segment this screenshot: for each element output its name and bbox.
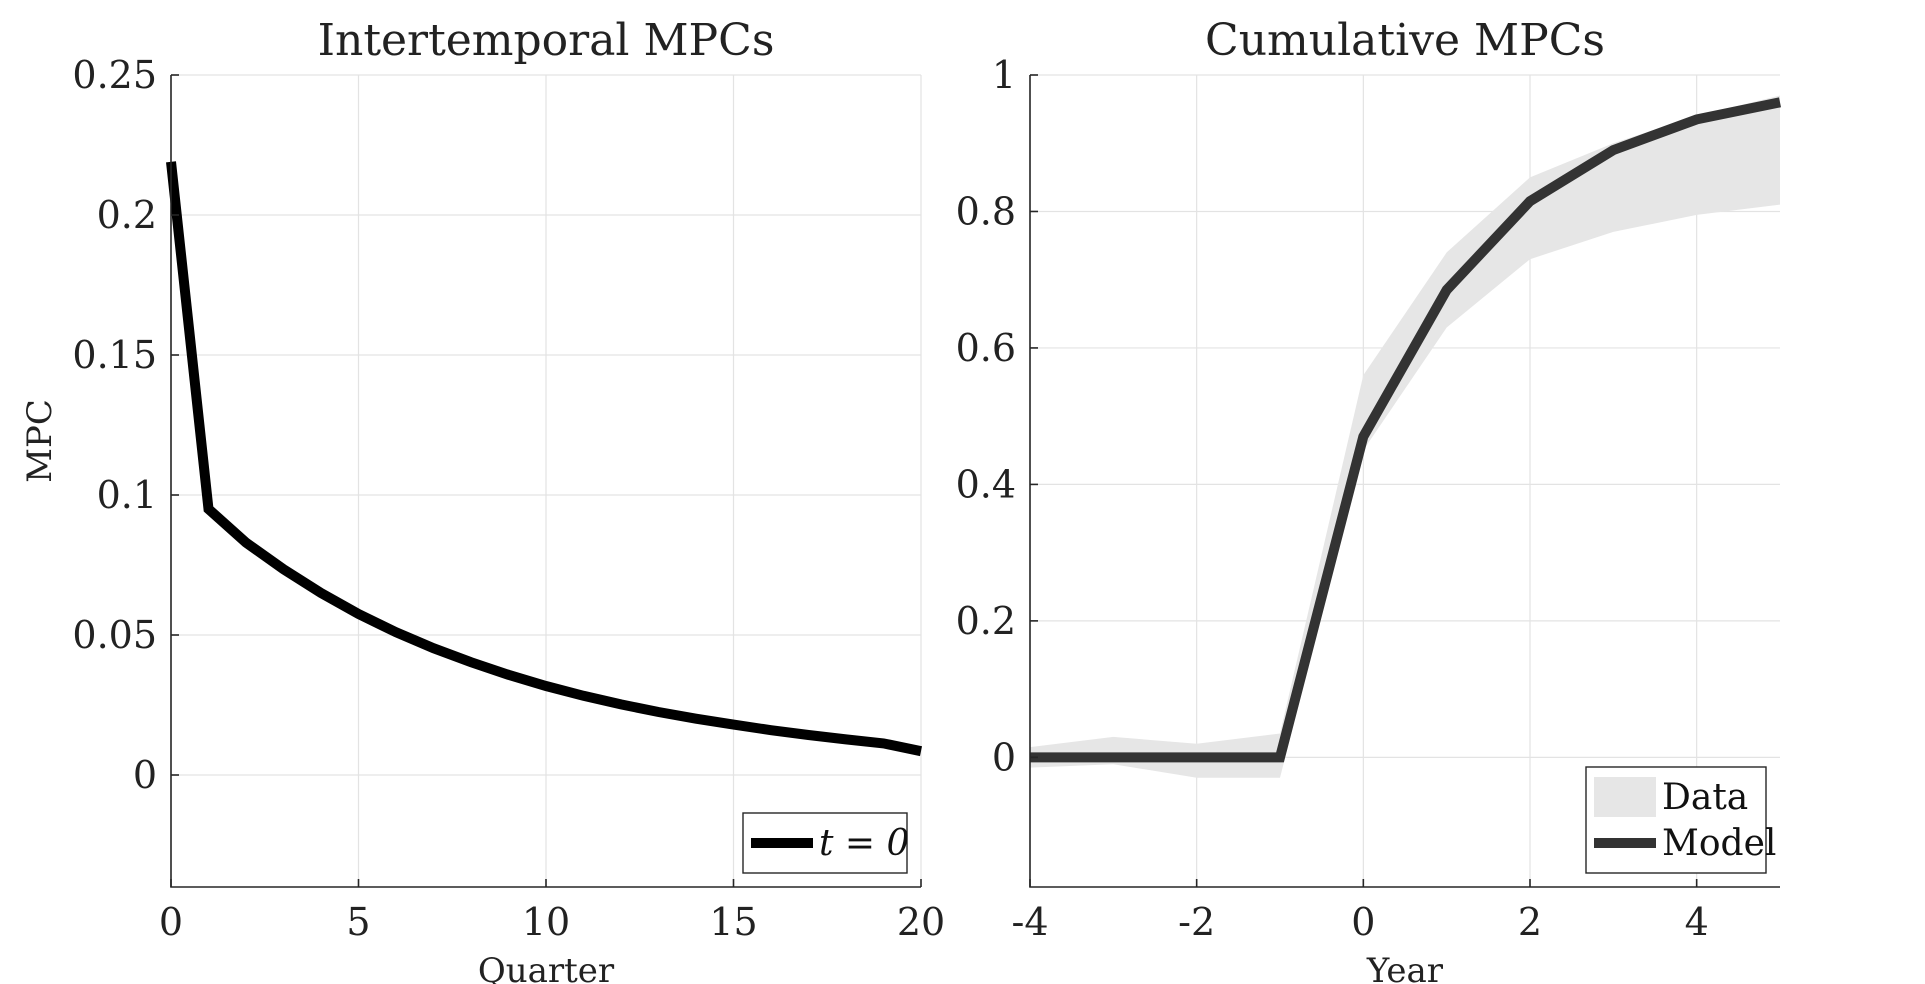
x-tick-label: 4	[1685, 900, 1709, 944]
x-tick-label: 5	[346, 900, 370, 944]
y-tick-label: 1	[992, 53, 1016, 97]
y-tick-label: 0.1	[97, 473, 157, 517]
y-tick-label: 0.4	[956, 462, 1016, 506]
legend: Data Model	[1585, 766, 1776, 874]
x-tick-label: -2	[1178, 900, 1215, 944]
legend: t = 0	[742, 812, 909, 874]
x-tick-label: 20	[897, 900, 945, 944]
y-tick-label: 0.2	[956, 599, 1016, 643]
x-tick-label: 15	[709, 900, 757, 944]
legend-label: Model	[1662, 823, 1776, 864]
y-tick-label: 0.05	[72, 613, 157, 657]
cumulative-mpc-chart: -4 -2 0 2 4 0 0.2 0.4 0.6 0.8 1 Cumulative MPCs Year…	[956, 15, 1782, 984]
y-tick-label: 0.8	[956, 189, 1016, 233]
y-tick-label: 0.6	[956, 326, 1016, 370]
chart-title: Cumulative MPCs	[1205, 15, 1605, 66]
chart-title: Intertemporal MPCs	[318, 15, 775, 66]
y-tick-label: 0	[992, 735, 1016, 779]
y-tick-label: 0.15	[72, 333, 157, 377]
legend-swatch-band	[1594, 777, 1656, 817]
x-axis-label: Year	[1366, 951, 1444, 984]
y-axis-label: MPC	[20, 399, 60, 483]
y-tick-label: 0.25	[72, 53, 157, 97]
x-tick-label: 2	[1518, 900, 1542, 944]
x-axis-label: Quarter	[478, 951, 615, 984]
x-tick-label: 10	[522, 900, 570, 944]
intertemporal-mpc-chart: 0 5 10 15 20 0 0.05 0.1 0.15 0.2 0.25 Intertemporal…	[20, 15, 945, 984]
y-tick-label: 0	[133, 753, 157, 797]
x-tick-label: -4	[1011, 900, 1048, 944]
legend-label: Data	[1662, 777, 1748, 818]
x-tick-label: 0	[159, 900, 183, 944]
x-tick-label: 0	[1351, 900, 1375, 944]
y-tick-label: 0.2	[97, 193, 157, 237]
legend-label: t = 0	[819, 823, 909, 864]
series-line-0	[1030, 97, 1782, 763]
data-band	[1030, 95, 1780, 778]
